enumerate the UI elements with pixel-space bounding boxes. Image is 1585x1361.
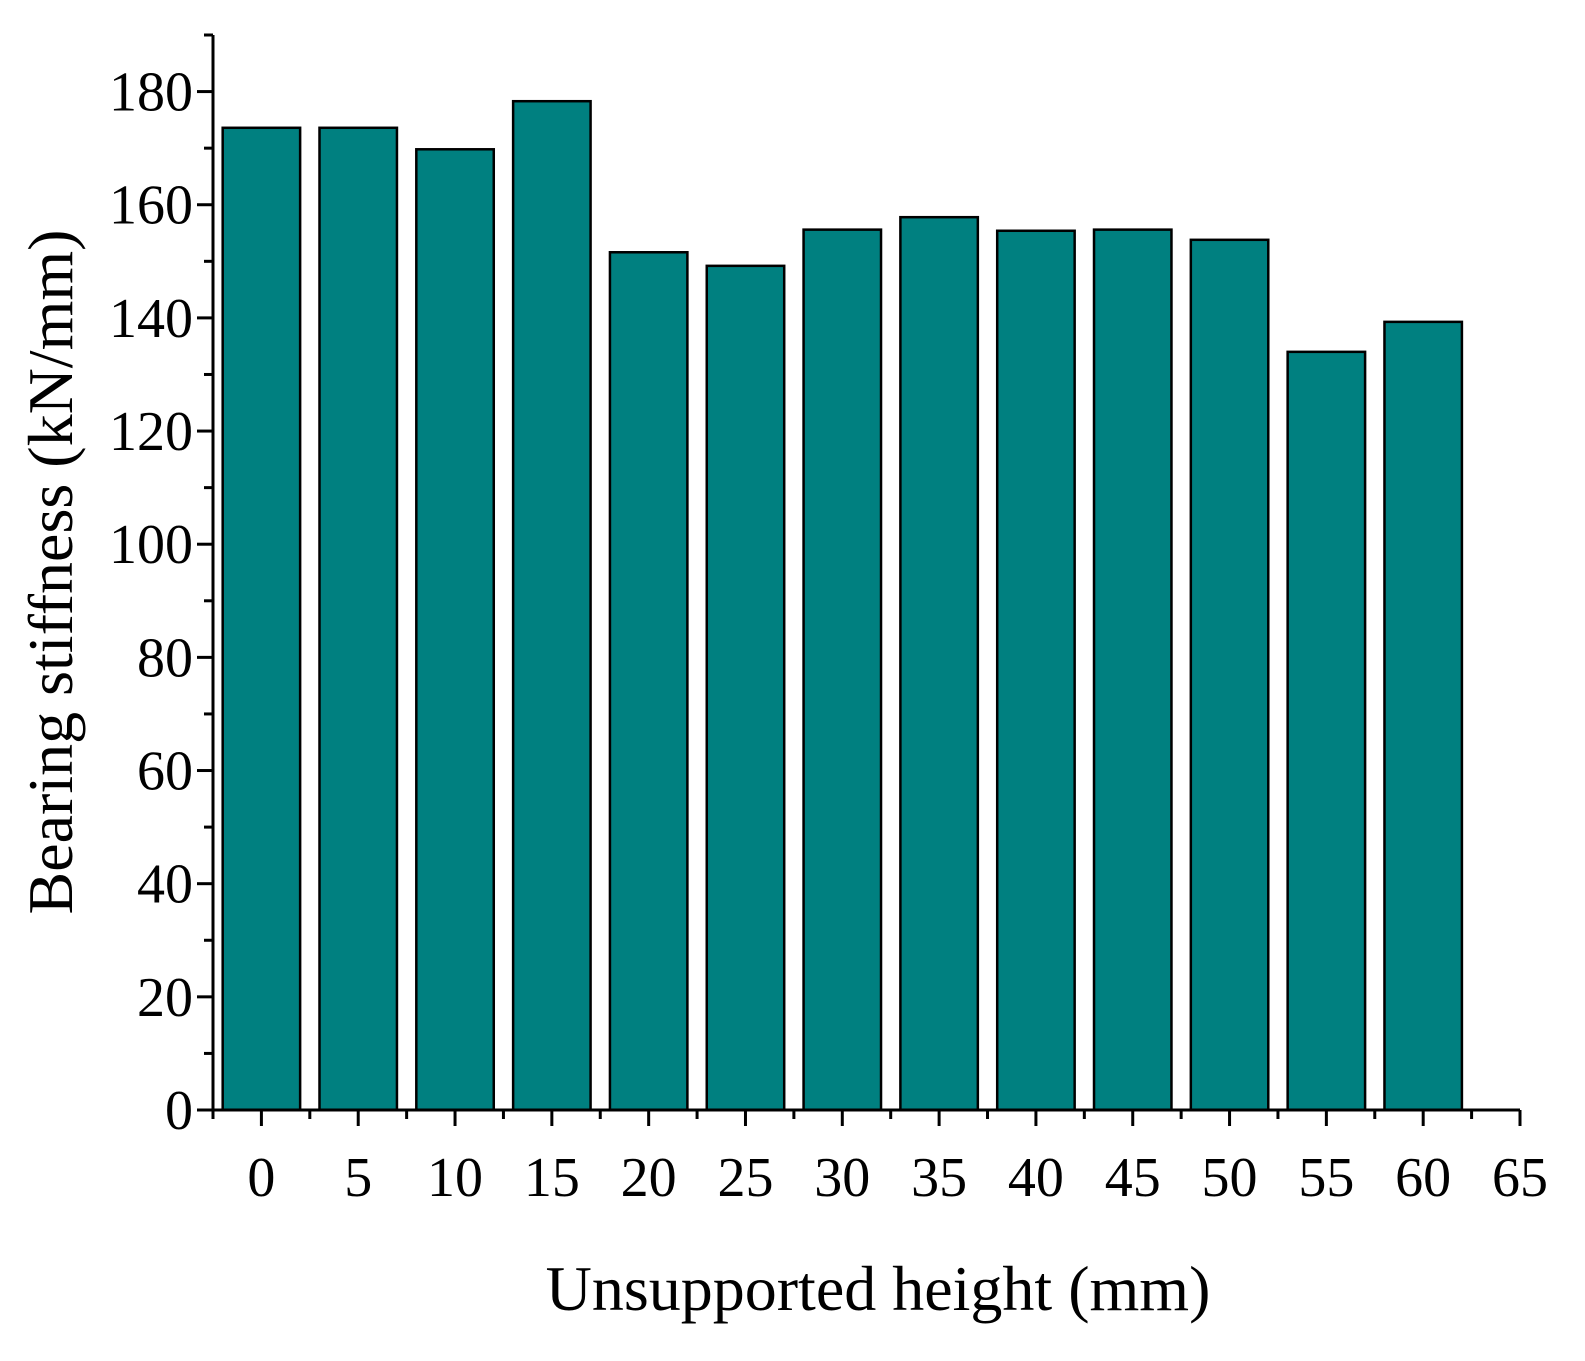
y-tick-label-180: 180 [109, 62, 193, 124]
y-tick-label-140: 140 [109, 288, 193, 350]
bar-35 [899, 215, 980, 1112]
x-tick-label-10: 10 [427, 1147, 483, 1209]
x-tick-label-20: 20 [621, 1147, 677, 1209]
x-tick-label-60: 60 [1395, 1147, 1451, 1209]
y-tick-label-40: 40 [137, 854, 193, 916]
x-tick-label-65: 65 [1492, 1147, 1548, 1209]
x-axis-title: Unsupported height (mm) [546, 1253, 1211, 1324]
bar-15 [511, 99, 592, 1112]
labels-group: Unsupported height (mm) Bearing stiffnes… [15, 62, 1548, 1324]
bar-25 [705, 264, 786, 1112]
bar-50 [1189, 238, 1270, 1112]
axes-group [197, 33, 1522, 1126]
x-tick-label-50: 50 [1202, 1147, 1258, 1209]
y-tick-label-60: 60 [137, 741, 193, 803]
bar-55 [1286, 350, 1367, 1112]
x-tick-label-25: 25 [717, 1147, 773, 1209]
y-tick-label-160: 160 [109, 175, 193, 237]
y-tick-label-120: 120 [109, 401, 193, 463]
x-tick-label-45: 45 [1105, 1147, 1161, 1209]
x-tick-label-5: 5 [344, 1147, 372, 1209]
y-axis-title: Bearing stiffness (kN/mm) [15, 230, 86, 915]
bar-5 [318, 126, 399, 1112]
y-tick-label-100: 100 [109, 514, 193, 576]
x-tick-label-30: 30 [814, 1147, 870, 1209]
bar-40 [995, 229, 1076, 1112]
x-tick-label-55: 55 [1298, 1147, 1354, 1209]
y-tick-label-0: 0 [165, 1080, 193, 1142]
x-tick-label-35: 35 [911, 1147, 967, 1209]
bar-45 [1092, 228, 1173, 1112]
bars-group [221, 99, 1464, 1112]
y-tick-label-80: 80 [137, 627, 193, 689]
x-tick-label-15: 15 [524, 1147, 580, 1209]
bar-0 [221, 126, 302, 1112]
bar-10 [415, 148, 496, 1112]
bar-20 [608, 251, 689, 1112]
x-tick-label-0: 0 [247, 1147, 275, 1209]
x-tick-label-40: 40 [1008, 1147, 1064, 1209]
y-tick-label-20: 20 [137, 967, 193, 1029]
bar-30 [802, 228, 883, 1112]
bar-60 [1383, 320, 1464, 1112]
